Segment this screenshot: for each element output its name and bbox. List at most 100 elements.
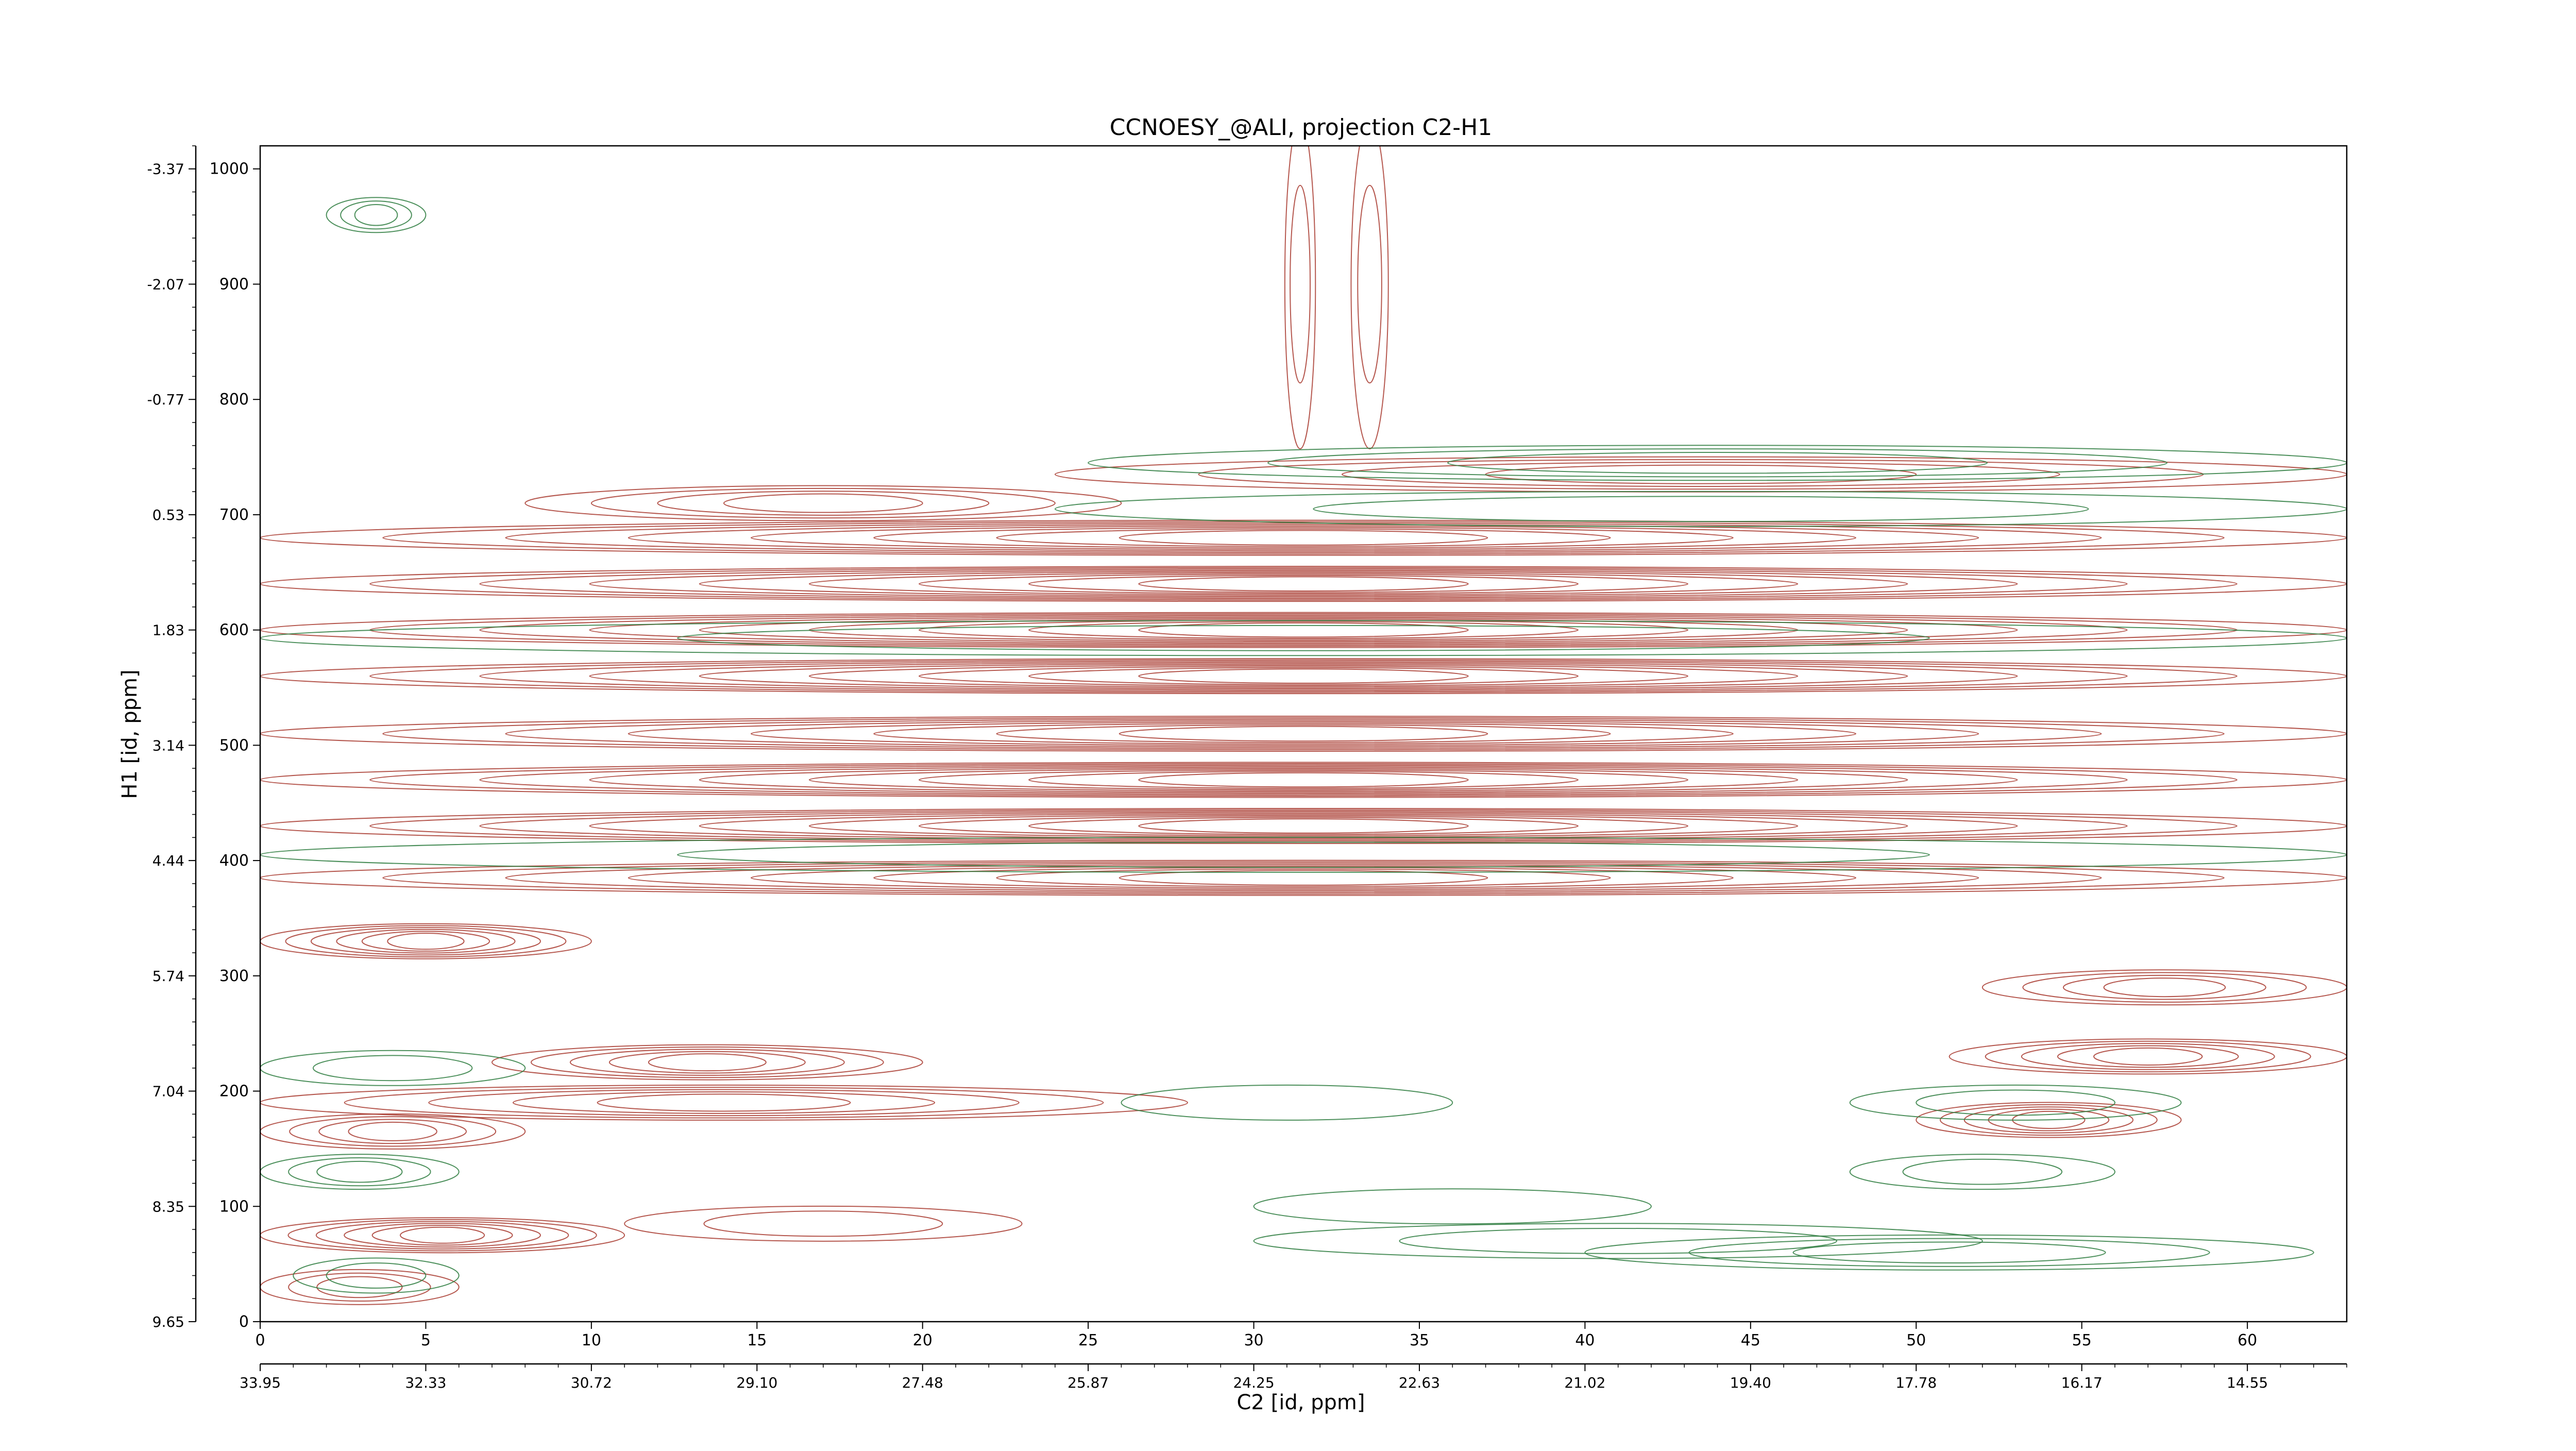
positive-contour-6-1	[285, 925, 567, 958]
x-ppm-tick-label-6: 24.25	[1233, 1374, 1274, 1391]
positive-contour-8-2	[479, 811, 2128, 841]
positive-contour-9-6	[918, 769, 1689, 790]
positive-contour-6-2	[310, 927, 541, 956]
positive-contour-9-2	[479, 764, 2128, 796]
positive-contour-5-2	[569, 1049, 845, 1076]
positive-contour-18-4	[2093, 1047, 2203, 1066]
positive-contour-15-0	[524, 485, 1122, 521]
negative-contour-8-1	[1916, 1089, 2115, 1116]
y-tick-label-2: 200	[219, 1083, 249, 1101]
x-ppm-tick-label-9: 19.40	[1730, 1374, 1771, 1391]
x-tick-label-1: 5	[421, 1331, 431, 1349]
y-ppm-tick-label-4: 4.44	[152, 852, 184, 869]
positive-contour-8-0	[260, 807, 2347, 844]
positive-contour-14-0	[260, 519, 2347, 556]
positive-contour-10-7	[1118, 726, 1488, 742]
positive-contour-0-2	[316, 1276, 403, 1298]
negative-contour-11-0	[1253, 1223, 1983, 1259]
positive-contour-8-3	[589, 812, 2018, 840]
negative-contour-4-1	[1267, 448, 2168, 478]
negative-contour-0-1	[340, 200, 412, 230]
y-tick-label-1: 100	[219, 1197, 249, 1216]
positive-contour-18-1	[1985, 1040, 2311, 1073]
positive-contour-10-4	[750, 721, 1857, 746]
x-tick-label-5: 25	[1078, 1331, 1098, 1349]
x-ppm-tick-label-3: 29.10	[736, 1374, 777, 1391]
chart-title: CCNOESY_@ALI, projection C2-H1	[1110, 114, 1493, 141]
x-ppm-tick-label-10: 17.78	[1895, 1374, 1937, 1391]
negative-contour-1-1	[288, 1157, 431, 1187]
x-tick-label-7: 35	[1410, 1331, 1429, 1349]
y-ppm-tick-label-9: -2.07	[147, 276, 184, 293]
positive-contour-14-7	[1118, 530, 1488, 546]
positive-contour-4-4	[597, 1093, 851, 1112]
x-tick-label-4: 20	[913, 1331, 933, 1349]
negative-contour-1-2	[316, 1160, 403, 1183]
positive-contour-16-1	[1198, 459, 2204, 490]
x-tick-label-12: 60	[2238, 1331, 2257, 1349]
negative-contour-0-2	[354, 204, 398, 226]
positive-contour-11-7	[1028, 667, 1579, 685]
positive-contour-10-3	[628, 720, 1979, 748]
negative-contour-7-0	[260, 836, 2347, 873]
positive-contour-13-3	[589, 569, 2018, 598]
x-tick-label-6: 30	[1244, 1331, 1263, 1349]
negative-contour-5-1	[1313, 496, 2089, 522]
positive-contour-14-1	[382, 521, 2225, 554]
positive-contour-6-4	[361, 931, 490, 952]
positive-contour-17-0	[1916, 1102, 2182, 1138]
positive-contour-19-2	[2063, 974, 2266, 1000]
positive-contour-2-1	[703, 1210, 943, 1237]
positive-contour-3-3	[348, 1121, 437, 1141]
x-tick-label-3: 15	[747, 1331, 767, 1349]
positive-contour-9-3	[589, 766, 2018, 794]
positive-contour-7-1	[382, 861, 2225, 895]
positive-contour-1-1	[287, 1219, 597, 1252]
x-ppm-tick-label-4: 27.48	[902, 1374, 943, 1391]
positive-contour-14-5	[873, 527, 1734, 549]
negative-contour-2-1	[326, 1262, 427, 1289]
positive-contour-12-0	[260, 612, 2347, 648]
positive-contour-19-0	[1981, 969, 2347, 1006]
x-ppm-tick-label-0: 33.95	[240, 1374, 281, 1391]
x-ppm-tick-label-7: 22.63	[1399, 1374, 1440, 1391]
positive-contour-11-2	[479, 661, 2128, 692]
positive-contour-14-4	[750, 525, 1857, 550]
plot-frame	[259, 145, 2348, 1323]
positive-contour-8-6	[918, 816, 1689, 836]
y-ppm-tick-label-10: -3.37	[147, 161, 184, 178]
positive-contour-1-0	[260, 1217, 625, 1254]
positive-contour-14-3	[628, 524, 1979, 552]
y-tick-label-9: 900	[219, 275, 249, 293]
positive-contour-5-1	[530, 1046, 884, 1078]
y-ppm-tick-label-6: 1.83	[152, 622, 184, 639]
positive-contour-9-5	[808, 768, 1799, 791]
positive-contour-19-1	[2022, 972, 2307, 1003]
positive-contour-7-7	[1118, 870, 1488, 886]
positive-contour-11-4	[699, 663, 1908, 689]
negative-contour-6-1	[677, 625, 1930, 651]
positive-contour-17-2	[1963, 1106, 2134, 1134]
negative-contour-8-0	[1849, 1084, 2182, 1121]
positive-contour-13-8	[1138, 576, 1469, 592]
x-ppm-tick-label-1: 32.33	[405, 1374, 446, 1391]
negative-contour-0-0	[326, 197, 427, 233]
positive-contour-7-3	[628, 864, 1979, 892]
x-ppm-tick-label-2: 30.72	[571, 1374, 612, 1391]
y-tick-label-7: 700	[219, 506, 249, 524]
positive-contour-13-6	[918, 573, 1689, 594]
negative-contour-10-2	[1792, 1241, 2106, 1264]
positive-contour-0-0	[260, 1269, 460, 1305]
positive-contour-17-1	[1940, 1104, 2158, 1136]
positive-contour-18-0	[1948, 1038, 2347, 1075]
positive-contour-15-3	[723, 493, 923, 513]
y-ppm-tick-label-8: -0.77	[147, 391, 184, 408]
positive-contour-12-5	[808, 618, 1799, 642]
y-axis-label: H1 [id, ppm]	[118, 669, 142, 799]
positive-contour-2-0	[624, 1205, 1023, 1242]
positive-contour-15-1	[590, 487, 1056, 519]
positive-contour-12-7	[1028, 621, 1579, 639]
y-tick-label-0: 0	[239, 1313, 249, 1331]
positive-contour-1-5	[399, 1226, 485, 1244]
positive-contour-9-8	[1138, 772, 1469, 788]
